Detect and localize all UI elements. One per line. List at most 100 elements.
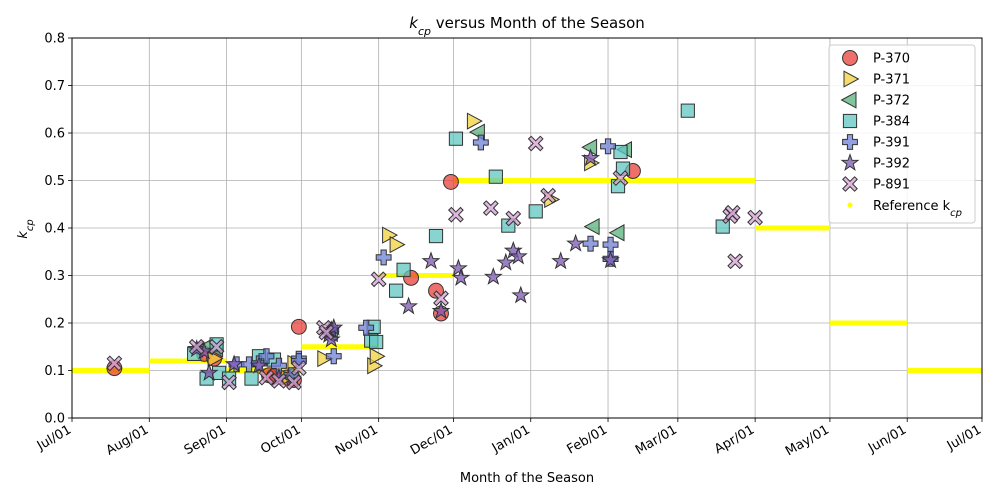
legend-label-p-370: P-370 <box>873 52 910 67</box>
data-point <box>290 318 307 335</box>
data-point <box>221 374 238 391</box>
legend-reference-subscript: cp <box>950 208 962 219</box>
legend-label-p-371: P-371 <box>873 73 910 88</box>
data-point <box>318 324 335 341</box>
data-point <box>389 235 406 254</box>
legend-marker-p-372 <box>840 91 857 109</box>
y-tick-label: 0.2 <box>44 317 65 332</box>
legend-marker-p-384 <box>842 113 858 129</box>
data-point <box>680 103 695 118</box>
data-point <box>581 138 598 156</box>
y-tick-label: 0.6 <box>44 127 65 142</box>
data-point <box>540 187 557 204</box>
data-point <box>447 206 464 223</box>
data-point <box>496 252 516 271</box>
data-point <box>448 131 464 146</box>
data-point <box>285 374 302 391</box>
y-axis-label: kcp <box>16 219 36 238</box>
chart-title-text: versus Month of the Season <box>431 14 645 32</box>
y-tick-label: 0.4 <box>44 222 65 237</box>
data-point <box>258 348 275 365</box>
legend-reference-text: Reference k <box>873 199 951 214</box>
legend: P-370 P-371 P-372 P-384 P-391 P-392 P-891 Refe… <box>828 44 976 224</box>
legend-label-p-372: P-372 <box>873 94 910 109</box>
y-tick-label: 0.1 <box>44 364 65 379</box>
data-point <box>482 200 499 217</box>
data-point <box>511 285 531 304</box>
data-point <box>451 267 471 286</box>
y-tick-label: 0.3 <box>44 269 65 284</box>
legend-label-reference: Reference kcp <box>873 199 962 219</box>
series-p-891 <box>106 135 764 391</box>
data-point <box>724 204 741 221</box>
data-point <box>258 369 275 386</box>
data-point <box>369 334 384 350</box>
data-point <box>389 283 404 298</box>
chart-title: kcp versus Month of the Season <box>409 14 645 38</box>
legend-label-p-391: P-391 <box>873 136 910 151</box>
data-point <box>369 347 386 365</box>
data-point <box>600 138 616 155</box>
data-point <box>244 371 259 386</box>
data-point <box>508 246 528 265</box>
y-axis-label-subscript: cp <box>25 219 36 231</box>
data-point <box>613 144 628 160</box>
data-point <box>428 228 444 244</box>
y-axis-label-symbol: k <box>16 231 31 239</box>
data-point <box>601 250 620 269</box>
legend-marker-p-391 <box>842 134 858 150</box>
data-point <box>472 134 489 151</box>
data-point <box>188 338 205 355</box>
y-tick-label: 0.7 <box>44 79 65 94</box>
data-point <box>208 338 225 355</box>
legend-marker-p-392 <box>840 153 860 172</box>
data-point <box>566 233 586 252</box>
data-point <box>448 258 468 277</box>
legend-marker-p-370 <box>842 50 858 66</box>
data-point <box>199 362 219 381</box>
y-axis: 0.0 0.1 0.2 0.3 0.4 0.5 0.6 0.7 0.8 <box>44 32 72 427</box>
data-point <box>581 148 601 167</box>
data-point <box>207 349 224 368</box>
legend-label-p-392: P-392 <box>873 157 910 172</box>
data-point <box>271 357 287 374</box>
data-point <box>488 169 503 184</box>
data-point <box>528 204 543 219</box>
y-tick-label: 0.5 <box>44 174 65 189</box>
data-point <box>399 296 419 315</box>
data-point <box>608 224 625 242</box>
x-axis-label: Month of the Season <box>460 471 594 486</box>
data-point <box>375 249 392 266</box>
legend-marker-p-891 <box>842 176 858 192</box>
data-point <box>747 209 764 226</box>
data-point <box>583 217 600 236</box>
data-point <box>224 354 244 373</box>
scatter-points <box>106 103 764 391</box>
data-point <box>370 271 387 288</box>
data-point <box>249 355 269 374</box>
data-point <box>527 135 544 152</box>
chart-title-symbol: k <box>409 14 419 32</box>
legend-marker-reference <box>847 202 853 208</box>
chart-title-subscript: cp <box>418 25 431 38</box>
data-point <box>325 348 342 365</box>
data-point <box>551 251 571 270</box>
data-point <box>612 170 629 187</box>
data-point <box>443 173 459 190</box>
legend-marker-p-371 <box>843 70 860 88</box>
data-point <box>270 373 287 389</box>
data-point <box>727 253 744 270</box>
data-point <box>290 360 307 377</box>
data-point <box>505 210 522 227</box>
data-point <box>483 266 503 285</box>
data-point <box>431 301 451 320</box>
data-point <box>317 349 334 368</box>
data-point <box>433 290 449 307</box>
data-point <box>106 355 123 372</box>
data-point <box>466 112 483 130</box>
data-point <box>358 319 375 336</box>
y-tick-label: 0.8 <box>44 32 65 47</box>
legend-label-p-384: P-384 <box>873 115 910 130</box>
y-tick-label: 0.0 <box>44 412 65 427</box>
